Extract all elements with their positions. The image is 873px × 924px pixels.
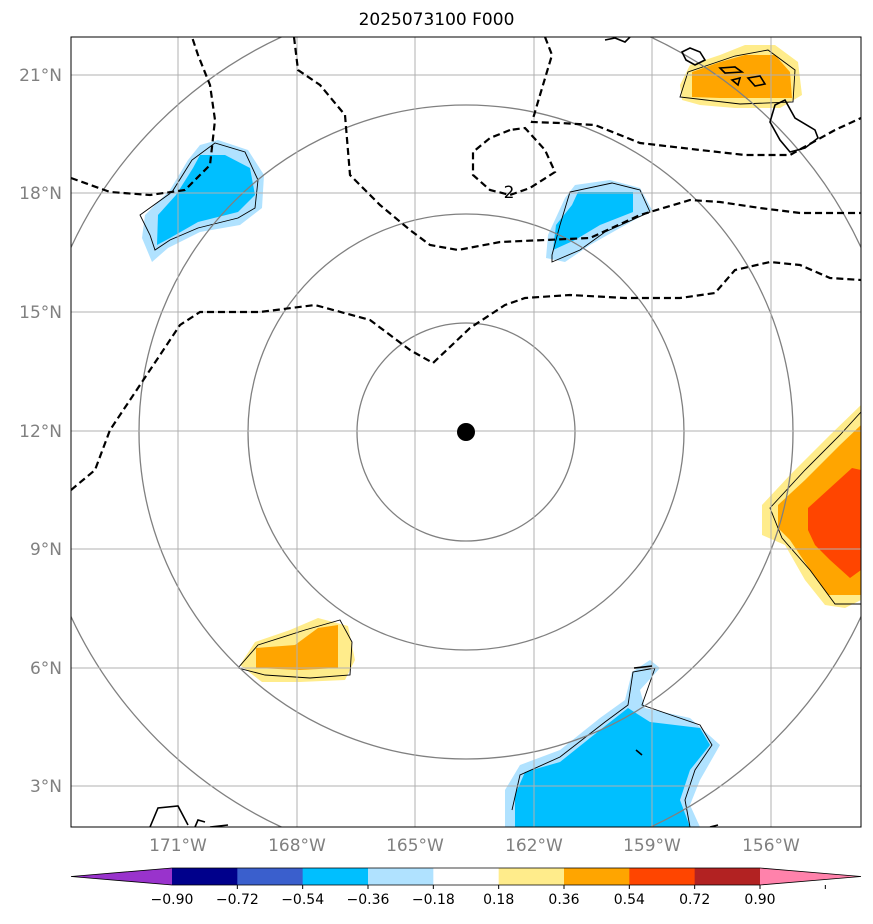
map-frame <box>70 36 862 828</box>
colorbar-outline <box>70 867 862 886</box>
colorbar-swatch <box>172 868 238 885</box>
shading-layer <box>142 45 861 827</box>
lon-label: 162°W <box>505 836 563 856</box>
colorbar-extend-max <box>760 868 861 885</box>
colorbar-swatch <box>629 868 696 885</box>
colorbar-tick-label: −0.90 <box>151 892 194 908</box>
colorbar-tick-label: 0.18 <box>483 892 514 908</box>
latitude-labels: 21°N 18°N 15°N 12°N 9°N 6°N 3°N <box>19 66 62 797</box>
lat-label: 15°N <box>19 303 62 323</box>
colorbar-extend-min <box>71 868 172 885</box>
contour-label: 2 <box>504 183 515 203</box>
colorbar-swatch <box>368 868 434 885</box>
lat-label: 21°N <box>19 66 62 86</box>
longitude-labels: 171°W 168°W 165°W 162°W 159°W 156°W <box>149 836 800 856</box>
lat-label: 12°N <box>19 422 62 442</box>
positive-anomaly-region <box>808 468 861 578</box>
negative-anomaly-region <box>553 192 633 250</box>
range-rings <box>71 37 861 827</box>
negative-anomaly-region <box>157 155 255 245</box>
storm-center-dot <box>457 423 475 441</box>
colorbar-tick-label: 0.54 <box>614 892 645 908</box>
colorbar-tick-label: −0.36 <box>347 892 390 908</box>
colorbar-tick-label: 0.72 <box>679 892 710 908</box>
colorbar-swatch <box>302 868 369 885</box>
colorbar-tick-label: 0.90 <box>744 892 775 908</box>
lon-label: 159°W <box>623 836 681 856</box>
colorbar-swatch <box>564 868 630 885</box>
lon-label: 171°W <box>149 836 207 856</box>
lat-label: 3°N <box>30 777 62 797</box>
colorbar-tick-label: −0.72 <box>216 892 259 908</box>
lon-label: 156°W <box>742 836 800 856</box>
colorbar-swatch <box>433 868 500 885</box>
lat-label: 6°N <box>30 659 62 679</box>
lon-label: 168°W <box>268 836 326 856</box>
colorbar-swatch <box>498 868 565 885</box>
negative-anomaly-region <box>515 708 710 827</box>
colorbar-tick-label: −0.18 <box>412 892 455 908</box>
positive-anomaly-region <box>692 55 792 98</box>
colorbar: −0.90 −0.72 −0.54 −0.36 −0.18 0.18 0.36 0.54 0.7… <box>70 867 862 908</box>
map-body: 2 <box>71 37 861 827</box>
lat-label: 18°N <box>19 184 62 204</box>
lat-label: 9°N <box>30 540 62 560</box>
colorbar-swatch <box>694 868 761 885</box>
dashed-contours <box>71 37 861 491</box>
coastlines <box>149 37 819 827</box>
map-title: 2025073100 F000 <box>358 10 515 30</box>
lon-label: 165°W <box>386 836 444 856</box>
colorbar-swatch <box>237 868 304 885</box>
colorbar-tick-label: −0.54 <box>281 892 324 908</box>
colorbar-tick-label: 0.36 <box>548 892 579 908</box>
